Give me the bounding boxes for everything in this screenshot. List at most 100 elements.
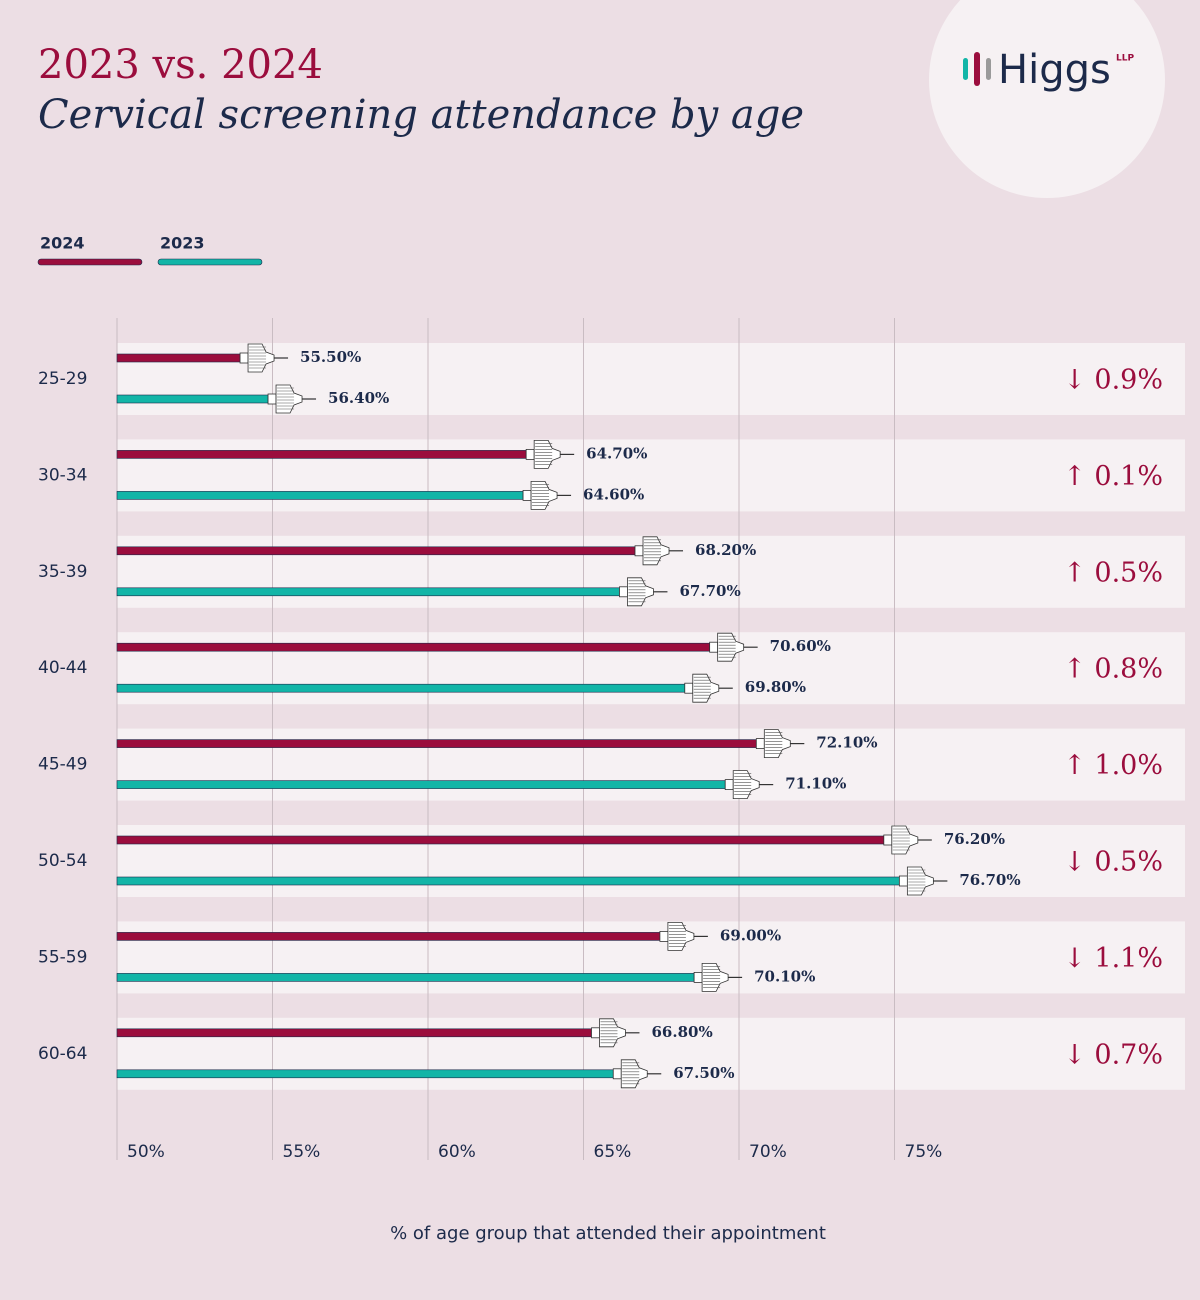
bar (116, 384, 317, 414)
syringe-hub (619, 586, 628, 598)
bar (116, 536, 684, 566)
logo-text: Higgs (998, 47, 1111, 93)
change-annotation: ↑ 1.0% (1063, 750, 1163, 781)
bar (116, 1059, 662, 1089)
bar (116, 577, 668, 607)
value-label: 55.50% (300, 348, 361, 366)
bar-body (116, 353, 241, 363)
logo-backdrop (929, 0, 1165, 198)
legend-swatch (157, 258, 263, 266)
bar (116, 1018, 640, 1048)
change-annotation: ↑ 0.8% (1063, 654, 1163, 685)
y-tick-label: 45-49 (38, 755, 87, 775)
change-annotation: ↓ 1.1% (1063, 943, 1163, 974)
bar-body (116, 835, 885, 845)
bar (116, 729, 805, 758)
bar-body (116, 394, 269, 404)
syringe-hub (724, 779, 734, 790)
change-annotation: ↑ 0.1% (1063, 461, 1163, 492)
value-label: 71.10% (785, 775, 846, 793)
x-tick-label: 50% (127, 1142, 165, 1162)
syringe-hub (591, 1027, 600, 1039)
syringe-hub (659, 931, 669, 942)
chart-title: 2023 vs. 2024 (38, 42, 323, 88)
syringe-hub (693, 972, 703, 983)
syringe-hub (267, 393, 277, 405)
bar-body (116, 491, 524, 500)
y-tick-label: 40-44 (38, 658, 87, 678)
syringe-hub (634, 545, 644, 557)
change-annotation: ↑ 0.5% (1063, 557, 1163, 588)
x-tick-label: 70% (749, 1142, 787, 1162)
value-label: 76.20% (944, 830, 1005, 848)
syringe-hub (898, 875, 908, 887)
bar (116, 632, 758, 662)
syringe-hub (612, 1068, 622, 1080)
legend-swatch (37, 258, 143, 266)
logo-icon (963, 52, 991, 86)
logo-suffix: LLP (1116, 54, 1134, 64)
value-label: 68.20% (695, 541, 756, 559)
legend-label: 2023 (160, 234, 205, 253)
bar-body (116, 683, 686, 693)
value-label: 64.60% (583, 485, 644, 503)
change-annotation: ↓ 0.9% (1063, 365, 1163, 396)
x-tick-label: 65% (594, 1142, 632, 1162)
syringe-hub (525, 448, 535, 460)
legend-label: 2024 (40, 234, 85, 253)
bar (116, 963, 743, 992)
bar (116, 481, 572, 510)
y-tick-label: 25-29 (38, 369, 87, 389)
bar-body (116, 1069, 614, 1079)
bar (116, 825, 932, 855)
bar (116, 343, 289, 373)
y-tick-label: 55-59 (38, 947, 87, 967)
value-label: 70.60% (770, 637, 831, 655)
value-label: 67.70% (679, 582, 740, 600)
y-tick-label: 35-39 (38, 562, 87, 582)
chart-subtitle: Cervical screening attendance by age (38, 92, 804, 138)
syringe-hub (883, 834, 893, 846)
syringe-hub (239, 352, 249, 364)
logo-bar (963, 58, 968, 80)
x-tick-label: 75% (905, 1142, 943, 1162)
bar-body (116, 739, 757, 748)
y-tick-label: 30-34 (38, 465, 87, 485)
bar-body (116, 546, 636, 556)
bar-body (116, 450, 527, 459)
x-axis-label: % of age group that attended their appoi… (390, 1223, 826, 1244)
change-annotation: ↓ 0.7% (1063, 1039, 1163, 1070)
y-tick-label: 50-54 (38, 851, 87, 871)
syringe-hub (755, 738, 765, 749)
value-label: 76.70% (959, 871, 1020, 889)
syringe-hub (684, 682, 694, 694)
value-label: 69.80% (745, 678, 806, 696)
y-tick-label: 60-64 (38, 1044, 87, 1064)
syringe-hub (522, 489, 532, 501)
bar-body (116, 973, 695, 982)
value-label: 64.70% (586, 444, 647, 462)
logo-bar (974, 52, 980, 86)
bar (116, 673, 733, 703)
syringe-hub (709, 641, 719, 653)
bar (116, 440, 575, 469)
value-label: 69.00% (720, 926, 781, 944)
bar (116, 866, 948, 896)
logo-bar (986, 58, 991, 80)
bar-body (116, 587, 620, 597)
bar-body (116, 876, 900, 886)
change-annotation: ↓ 0.5% (1063, 847, 1163, 878)
value-label: 56.40% (328, 389, 389, 407)
value-label: 67.50% (673, 1064, 734, 1082)
x-tick-label: 60% (438, 1142, 476, 1162)
value-label: 66.80% (651, 1023, 712, 1041)
bar-body (116, 932, 661, 941)
x-tick-label: 55% (283, 1142, 321, 1162)
bar-body (116, 1028, 592, 1038)
bar (116, 922, 708, 951)
bar-body (116, 642, 710, 652)
bar (116, 770, 774, 799)
value-label: 72.10% (816, 734, 877, 752)
